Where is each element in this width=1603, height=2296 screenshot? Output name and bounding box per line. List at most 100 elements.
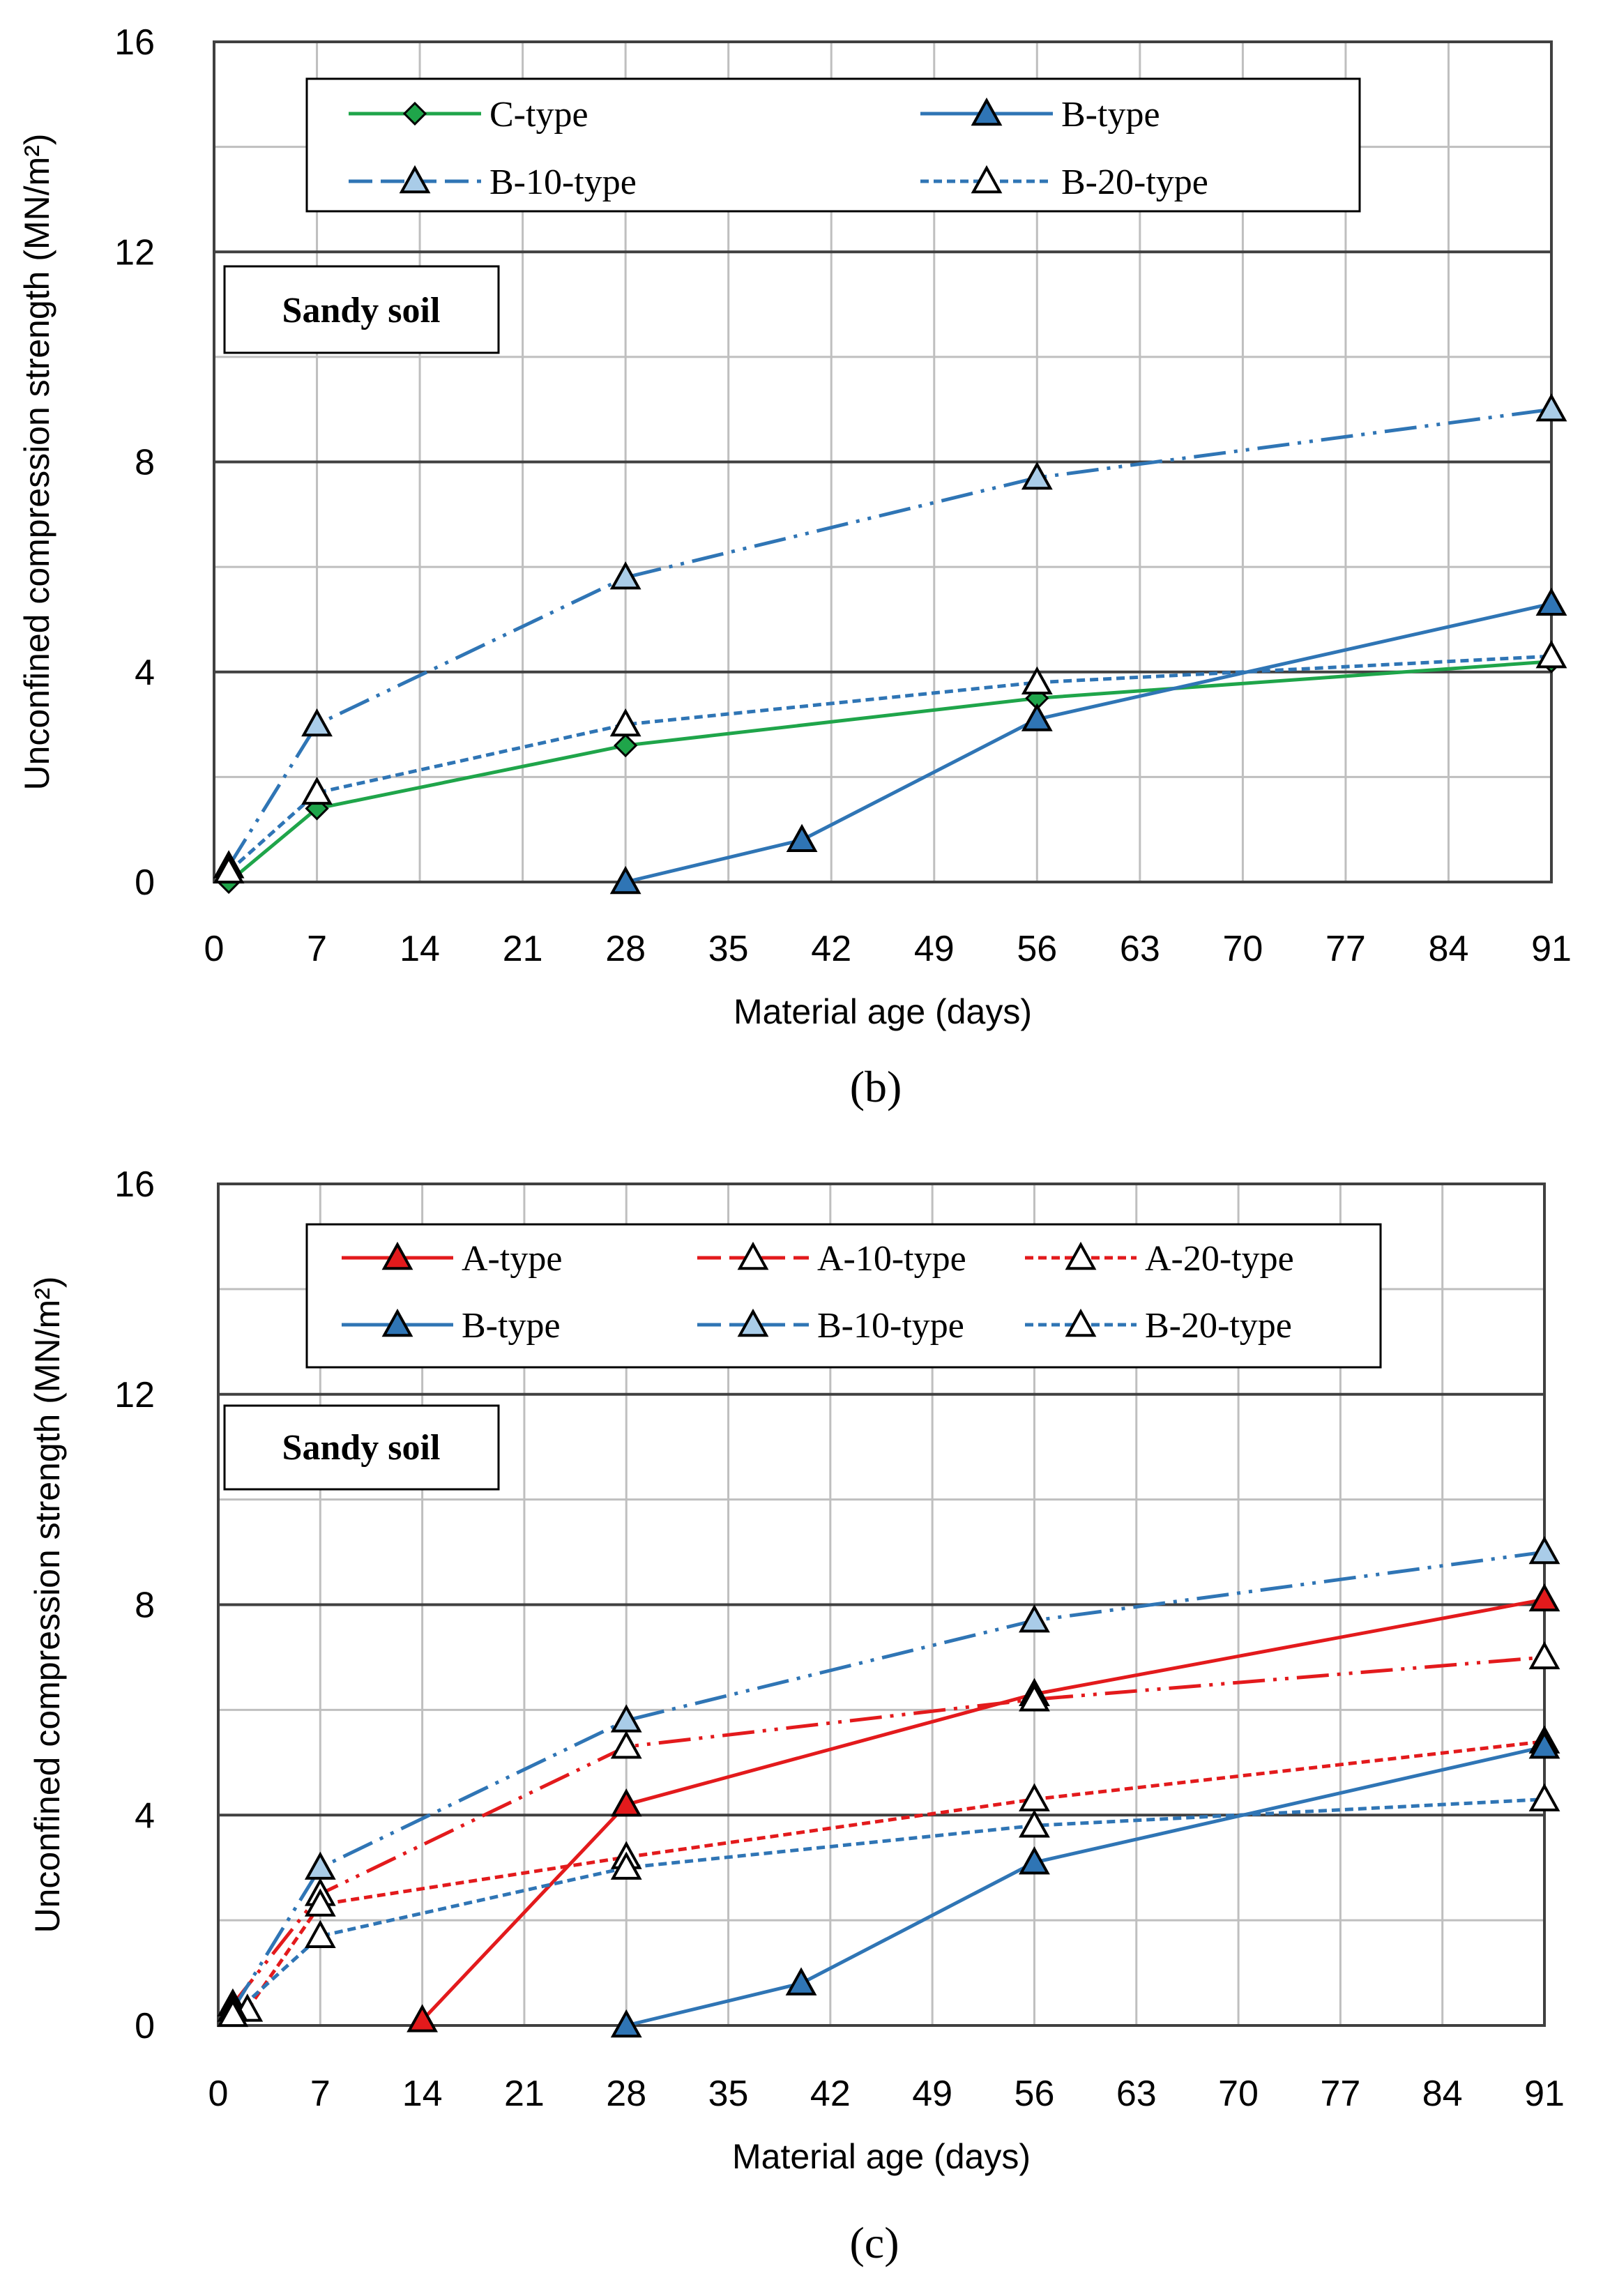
chart-panel-2: 0 7 14 21 28 35 42 49 56 63 70 77 84 91 0 4 8 12 16 Materia… xyxy=(28,1164,1565,2267)
x-tick-label: 35 xyxy=(708,2074,749,2114)
data-point-b-20-type xyxy=(1021,666,1053,695)
legend-marker xyxy=(971,165,1003,194)
legend-label: A-20-type xyxy=(1145,1239,1294,1279)
data-point-b-type xyxy=(1019,1846,1050,1875)
annotation-text: Sandy soil xyxy=(282,291,441,330)
data-point-a-10-type xyxy=(1528,1641,1560,1670)
legend-label: C-type xyxy=(489,95,588,135)
legend-marker xyxy=(381,1308,413,1337)
legend-box xyxy=(305,77,1361,213)
data-point-b-type xyxy=(609,865,641,895)
x-tick-label: 28 xyxy=(605,929,646,969)
annotation-box xyxy=(223,265,500,354)
legend-marker xyxy=(971,97,1003,126)
data-point-b-type xyxy=(786,823,818,852)
x-tick-label: 0 xyxy=(208,2074,229,2114)
chart-panel-1: 0 7 14 21 28 35 42 49 56 63 70 77 84 91 0 4 8 12 16 Materia… xyxy=(17,22,1572,1111)
data-point-b-20-type xyxy=(609,708,641,737)
x-tick-label: 0 xyxy=(204,929,225,969)
data-point-b-10-type xyxy=(301,708,333,737)
y-tick-label: 4 xyxy=(135,653,155,693)
y-axis-label: Unconfined compression strength (MN/m²) xyxy=(17,134,56,791)
x-axis-label: Material age (days) xyxy=(734,992,1032,1031)
data-point-b-20-type xyxy=(217,1998,249,2028)
data-point-a-20-type xyxy=(304,1888,336,1917)
legend-label: B-10-type xyxy=(489,162,637,202)
y-axis-label: Unconfined compression strength (MN/m²) xyxy=(28,1277,67,1933)
legend-label: B-type xyxy=(1061,95,1160,135)
x-tick-label: 49 xyxy=(914,929,955,969)
data-point-b-20-type xyxy=(1528,1783,1560,1811)
x-tick-label: 56 xyxy=(1015,2074,1055,2114)
legend-marker xyxy=(1065,1241,1097,1270)
x-tick-label: 56 xyxy=(1017,929,1057,969)
data-point-a-type xyxy=(610,1788,642,1817)
x-tick-label: 91 xyxy=(1524,2074,1565,2114)
x-tick-label: 70 xyxy=(1222,929,1263,969)
legend-label: A-type xyxy=(462,1239,562,1279)
x-tick-label: 63 xyxy=(1120,929,1160,969)
y-tick-label: 8 xyxy=(135,443,155,483)
series-line-b-type xyxy=(625,1744,1545,2028)
y-tick-label: 4 xyxy=(135,1795,155,1836)
x-tick-label: 35 xyxy=(708,929,749,969)
y-tick-label: 16 xyxy=(114,22,155,63)
x-tick-label: 63 xyxy=(1116,2074,1157,2114)
data-point-b-type xyxy=(1528,1731,1560,1759)
panel-label: (c) xyxy=(849,2218,899,2267)
plot-frame xyxy=(213,40,1553,883)
legend-box xyxy=(305,1223,1382,1369)
data-point-b-20-type xyxy=(304,1919,336,1948)
data-point-a-type xyxy=(407,2004,439,2032)
legend-marker xyxy=(737,1241,769,1270)
x-tick-label: 14 xyxy=(402,2074,443,2114)
x-tick-label: 49 xyxy=(912,2074,952,2114)
x-tick-label: 21 xyxy=(503,929,543,969)
data-point-b-10-type xyxy=(1535,393,1567,422)
data-point-b-type xyxy=(785,1967,817,1995)
legend-label: B-20-type xyxy=(1061,162,1208,202)
y-tick-label: 12 xyxy=(114,232,155,273)
data-point-b-10-type xyxy=(610,1704,642,1733)
data-point-b-type xyxy=(1535,587,1567,616)
series-line-b-10-type xyxy=(227,407,1552,867)
data-point-b-20-type xyxy=(610,1851,642,1880)
data-point-a-10-type xyxy=(1019,1683,1050,1712)
data-point-b-20-type xyxy=(1535,640,1567,669)
data-point-b-10-type xyxy=(609,561,641,590)
data-point-b-20-type xyxy=(301,776,333,805)
series-line-b-10-type xyxy=(231,1550,1545,2011)
legend-label: A-10-type xyxy=(817,1239,966,1279)
series-line-a-type xyxy=(420,1597,1545,2022)
y-tick-label: 0 xyxy=(135,862,155,903)
panel-label: (b) xyxy=(850,1062,902,1111)
legend-label: B-type xyxy=(462,1306,561,1346)
x-tick-label: 28 xyxy=(606,2074,646,2114)
data-point-b-20-type xyxy=(213,855,245,884)
x-tick-label: 77 xyxy=(1325,929,1366,969)
data-point-b-20-type xyxy=(1019,1809,1050,1838)
legend-marker xyxy=(399,165,431,194)
data-point-c-type xyxy=(614,733,638,758)
legend-label: B-20-type xyxy=(1145,1306,1292,1346)
y-tick-label: 0 xyxy=(135,2006,155,2046)
x-tick-label: 7 xyxy=(307,929,327,969)
x-tick-label: 77 xyxy=(1320,2074,1360,2114)
data-point-b-10-type xyxy=(1528,1535,1560,1565)
legend-marker xyxy=(1065,1308,1097,1337)
y-tick-label: 16 xyxy=(114,1164,155,1205)
data-point-b-type xyxy=(610,2009,642,2038)
data-point-a-10-type xyxy=(610,1731,642,1759)
annotation-text: Sandy soil xyxy=(282,1428,441,1468)
x-tick-label: 14 xyxy=(400,929,440,969)
y-tick-label: 12 xyxy=(114,1375,155,1415)
x-axis-label: Material age (days) xyxy=(732,2137,1031,2176)
legend-marker xyxy=(381,1241,413,1270)
x-tick-label: 91 xyxy=(1531,929,1572,969)
annotation-box xyxy=(223,1404,500,1491)
data-point-b-type xyxy=(1021,703,1053,731)
x-tick-label: 21 xyxy=(504,2074,545,2114)
x-tick-label: 7 xyxy=(310,2074,331,2114)
data-point-b-10-type xyxy=(1019,1604,1050,1633)
